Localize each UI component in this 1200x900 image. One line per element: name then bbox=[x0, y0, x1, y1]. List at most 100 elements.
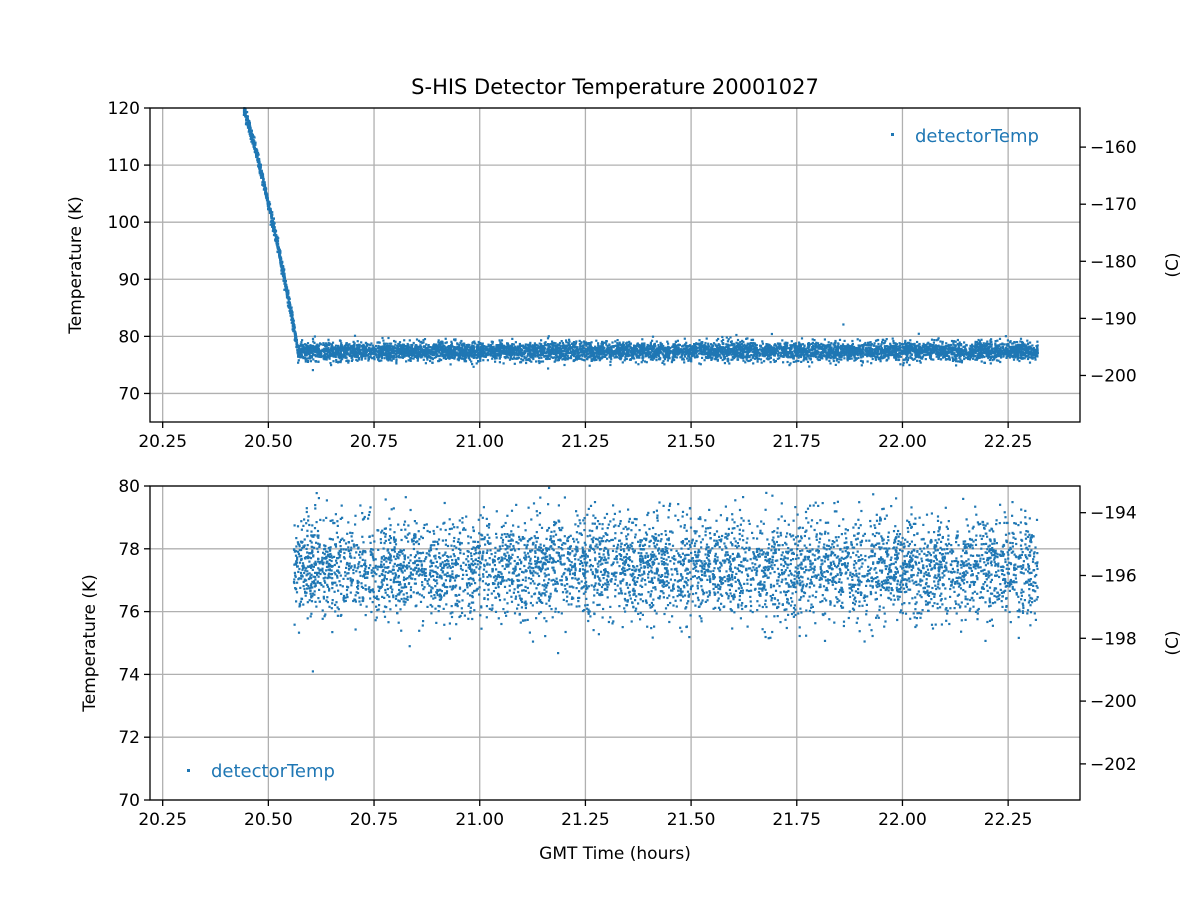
data-point bbox=[545, 351, 548, 354]
data-point bbox=[309, 344, 312, 347]
data-point bbox=[283, 288, 286, 291]
data-point bbox=[1031, 357, 1034, 360]
data-point bbox=[909, 355, 912, 358]
data-point bbox=[709, 356, 712, 359]
data-point bbox=[494, 360, 497, 363]
data-point bbox=[676, 344, 679, 347]
data-point bbox=[616, 342, 619, 345]
data-point bbox=[708, 348, 711, 351]
data-point bbox=[290, 309, 293, 312]
data-point bbox=[619, 358, 622, 361]
data-point bbox=[750, 358, 753, 361]
data-point bbox=[995, 355, 998, 358]
data-point bbox=[334, 348, 337, 351]
data-point bbox=[686, 357, 689, 360]
data-point bbox=[1007, 343, 1010, 346]
data-point bbox=[941, 353, 944, 356]
data-point bbox=[875, 346, 878, 349]
data-point bbox=[908, 344, 911, 347]
data-point bbox=[536, 355, 539, 358]
data-point bbox=[670, 361, 673, 364]
data-point bbox=[390, 347, 393, 350]
data-point bbox=[646, 347, 649, 350]
data-point bbox=[716, 345, 719, 349]
data-point bbox=[507, 356, 510, 359]
data-point bbox=[817, 355, 820, 358]
data-point bbox=[840, 348, 843, 351]
data-point bbox=[861, 361, 864, 364]
data-point bbox=[891, 351, 894, 354]
data-point bbox=[604, 355, 607, 358]
data-point bbox=[789, 356, 792, 359]
data-point bbox=[792, 357, 795, 360]
data-point bbox=[721, 353, 724, 356]
data-point bbox=[529, 341, 532, 344]
data-point bbox=[779, 354, 782, 357]
data-point bbox=[933, 351, 936, 354]
data-point bbox=[962, 353, 965, 356]
data-point bbox=[266, 197, 269, 200]
data-point bbox=[952, 357, 955, 361]
data-point bbox=[780, 346, 783, 349]
data-point bbox=[304, 360, 307, 363]
data-point bbox=[974, 340, 977, 343]
data-point bbox=[1001, 343, 1004, 346]
data-point bbox=[306, 342, 310, 345]
data-point bbox=[295, 335, 298, 338]
data-point bbox=[494, 347, 497, 350]
data-point bbox=[772, 358, 775, 361]
data-point bbox=[909, 348, 912, 352]
data-point bbox=[595, 358, 598, 361]
data-point bbox=[1006, 339, 1009, 342]
data-point bbox=[995, 353, 998, 357]
data-point bbox=[634, 353, 637, 356]
data-point bbox=[889, 342, 892, 345]
data-point bbox=[649, 341, 652, 344]
data-point bbox=[825, 351, 828, 354]
data-point bbox=[721, 358, 724, 362]
data-point bbox=[248, 123, 251, 126]
data-point bbox=[551, 342, 554, 345]
data-point bbox=[850, 355, 853, 358]
data-point bbox=[406, 347, 410, 350]
data-point bbox=[258, 162, 261, 165]
data-point bbox=[281, 268, 284, 271]
data-point bbox=[398, 347, 401, 350]
data-point bbox=[463, 344, 466, 347]
data-point bbox=[760, 348, 763, 351]
data-point bbox=[610, 347, 613, 350]
data-point bbox=[705, 337, 708, 340]
data-point bbox=[379, 351, 382, 354]
data-point bbox=[963, 341, 966, 344]
data-point bbox=[1008, 346, 1011, 349]
data-point bbox=[562, 354, 565, 358]
data-point bbox=[883, 341, 886, 344]
data-point bbox=[407, 344, 410, 347]
data-point bbox=[711, 356, 714, 359]
data-point bbox=[773, 360, 776, 363]
data-point bbox=[914, 354, 917, 357]
data-point bbox=[443, 353, 446, 356]
data-point bbox=[353, 342, 356, 345]
data-point bbox=[847, 350, 850, 353]
data-point bbox=[810, 342, 813, 345]
data-point bbox=[321, 355, 324, 358]
data-point bbox=[293, 327, 296, 330]
data-point bbox=[987, 356, 990, 360]
data-point bbox=[613, 356, 616, 359]
data-point bbox=[327, 348, 330, 351]
data-point bbox=[948, 356, 951, 359]
data-point bbox=[444, 341, 447, 345]
data-point bbox=[723, 362, 726, 365]
data-point bbox=[489, 344, 493, 347]
data-point bbox=[612, 350, 615, 353]
data-point bbox=[380, 348, 383, 351]
data-point bbox=[978, 349, 981, 352]
data-point bbox=[345, 359, 348, 363]
data-point bbox=[477, 360, 480, 363]
data-point bbox=[551, 340, 554, 343]
data-point bbox=[598, 353, 601, 356]
data-point bbox=[655, 340, 658, 343]
data-point bbox=[441, 351, 444, 354]
